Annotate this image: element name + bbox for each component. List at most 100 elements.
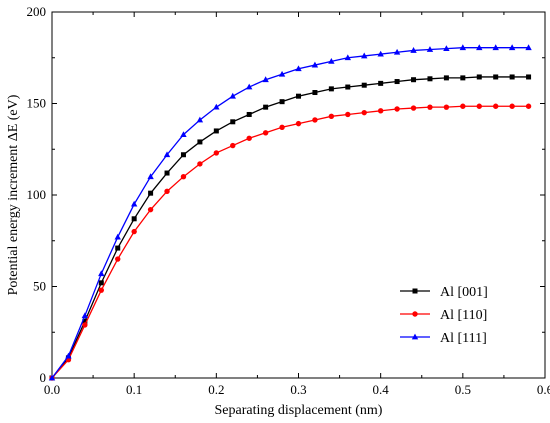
data-point bbox=[163, 151, 171, 158]
x-axis-title: Separating displacement (nm) bbox=[215, 403, 383, 418]
data-point bbox=[147, 173, 154, 180]
legend-entry: Al [001] bbox=[400, 285, 488, 300]
data-point bbox=[361, 82, 367, 88]
legend-label: Al [110] bbox=[440, 308, 487, 323]
data-point bbox=[526, 74, 532, 80]
data-point bbox=[295, 120, 302, 127]
data-point bbox=[213, 150, 220, 156]
data-point bbox=[328, 113, 335, 120]
data-point bbox=[394, 79, 400, 85]
data-point bbox=[246, 135, 252, 141]
data-point bbox=[98, 280, 104, 286]
data-point bbox=[476, 103, 482, 109]
legend-marker bbox=[411, 333, 419, 340]
axes: 0.0 0.1 0.2 0.3 0.4 0.5 0.6 0 50 100 150 200 bbox=[27, 4, 550, 397]
data-point bbox=[115, 245, 121, 251]
data-point bbox=[427, 76, 433, 82]
data-point bbox=[345, 84, 351, 90]
series-1 bbox=[49, 103, 532, 381]
data-point bbox=[180, 174, 187, 180]
data-point bbox=[361, 109, 367, 116]
data-point bbox=[295, 65, 302, 72]
legend: Al [001] Al [110] Al [111] bbox=[400, 285, 488, 346]
data-point bbox=[147, 206, 154, 213]
data-point bbox=[509, 74, 515, 80]
legend-label: Al [111] bbox=[440, 331, 487, 346]
data-point bbox=[493, 74, 499, 80]
legend-entry: Al [110] bbox=[400, 308, 487, 323]
data-point bbox=[361, 52, 368, 59]
legend-marker bbox=[412, 288, 418, 294]
data-point bbox=[410, 47, 417, 53]
data-point bbox=[98, 287, 105, 293]
data-point bbox=[328, 58, 335, 64]
data-point bbox=[508, 44, 516, 51]
data-point bbox=[525, 44, 532, 51]
data-point bbox=[180, 131, 187, 138]
data-point bbox=[196, 116, 204, 123]
data-point bbox=[278, 70, 286, 77]
data-point bbox=[394, 106, 400, 112]
data-point bbox=[443, 104, 450, 110]
y-axis-title: Potential energy increment ΔE (eV) bbox=[6, 94, 21, 295]
data-point bbox=[262, 76, 269, 83]
data-point bbox=[246, 83, 253, 90]
data-point bbox=[378, 80, 384, 86]
data-point bbox=[82, 318, 88, 324]
series-group bbox=[48, 44, 532, 381]
data-point bbox=[460, 75, 466, 81]
data-point bbox=[230, 119, 236, 125]
data-point bbox=[148, 190, 154, 196]
data-point bbox=[230, 142, 236, 149]
data-point bbox=[377, 108, 384, 114]
legend-marker bbox=[412, 311, 418, 317]
data-point bbox=[197, 161, 203, 167]
data-point bbox=[411, 77, 417, 83]
x-tick-label: 0.5 bbox=[455, 382, 471, 397]
series-0 bbox=[49, 74, 532, 381]
data-point bbox=[262, 130, 269, 136]
data-point bbox=[525, 103, 532, 109]
data-point bbox=[492, 44, 499, 51]
data-point bbox=[81, 312, 89, 319]
y-tick-label: 200 bbox=[27, 4, 47, 19]
x-tick-label: 0.4 bbox=[373, 382, 390, 397]
data-point bbox=[328, 86, 334, 92]
data-point bbox=[443, 45, 450, 51]
data-point bbox=[460, 103, 466, 109]
data-point bbox=[82, 322, 88, 328]
data-point bbox=[476, 74, 482, 80]
x-tick-label: 0.2 bbox=[208, 382, 224, 397]
data-point bbox=[312, 117, 318, 123]
data-point bbox=[279, 99, 285, 105]
y-tick-label: 50 bbox=[33, 279, 46, 294]
data-point bbox=[164, 170, 170, 176]
data-point bbox=[130, 200, 138, 207]
data-point bbox=[229, 92, 236, 99]
data-point bbox=[197, 139, 203, 145]
data-point bbox=[246, 111, 252, 117]
series-line bbox=[51, 76, 529, 379]
y-tick-label: 0 bbox=[40, 370, 47, 385]
series-2 bbox=[48, 44, 532, 381]
x-tick-label: 0.1 bbox=[126, 382, 142, 397]
data-point bbox=[180, 152, 186, 158]
data-point bbox=[131, 228, 137, 235]
data-point bbox=[279, 124, 285, 130]
data-point bbox=[493, 103, 499, 109]
data-point bbox=[115, 256, 121, 262]
data-point bbox=[393, 48, 401, 55]
data-point bbox=[263, 104, 269, 110]
data-point bbox=[509, 103, 515, 109]
data-point bbox=[65, 352, 72, 359]
data-point bbox=[344, 54, 351, 61]
x-tick-label: 0.6 bbox=[537, 382, 550, 397]
x-tick-label: 0.0 bbox=[44, 382, 60, 397]
legend-entry: Al [111] bbox=[400, 331, 487, 346]
data-point bbox=[312, 90, 318, 96]
data-point bbox=[443, 75, 449, 81]
data-point bbox=[98, 270, 105, 277]
data-point bbox=[213, 103, 220, 110]
data-point bbox=[48, 374, 56, 381]
